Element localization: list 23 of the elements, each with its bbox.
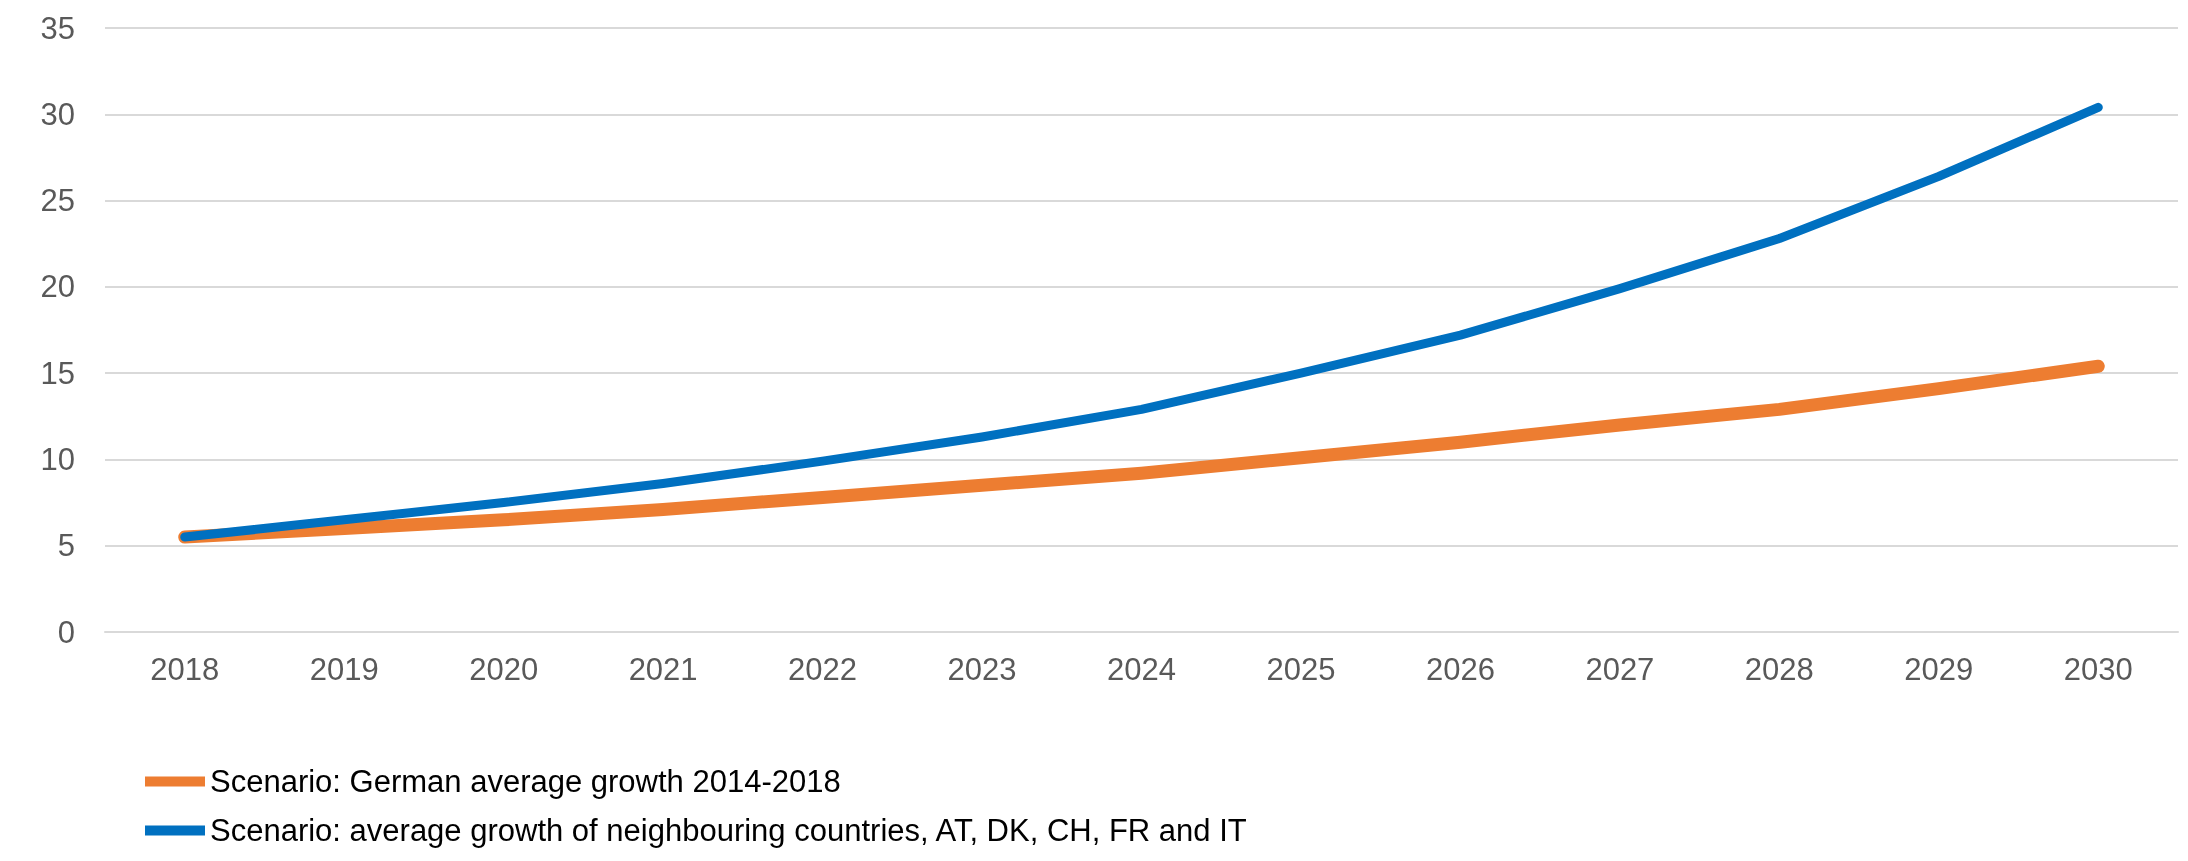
- x-tick-label: 2018: [150, 652, 220, 687]
- x-tick-label: 2019: [309, 652, 379, 687]
- x-tick-label: 2021: [628, 652, 698, 687]
- x-tick-label: 2023: [947, 652, 1017, 687]
- x-tick-label: 2022: [788, 652, 858, 687]
- x-tick-label: 2024: [1107, 652, 1176, 687]
- legend-label: Scenario: German average growth 2014-2018: [210, 764, 841, 799]
- x-tick-label: 2029: [1904, 652, 1974, 687]
- y-tick-label: 15: [40, 355, 75, 391]
- y-tick-label: 30: [40, 96, 75, 132]
- x-tick-label: 2025: [1266, 652, 1336, 687]
- y-tick-label: 10: [40, 441, 75, 477]
- legend-label: Scenario: average growth of neighbouring countries, AT, DK, CH, FR and IT: [210, 813, 1247, 848]
- x-tick-label: 2026: [1425, 652, 1495, 687]
- y-tick-label: 5: [57, 528, 75, 564]
- x-tick-label: 2030: [2063, 652, 2133, 687]
- x-tick-label: 2028: [1744, 652, 1814, 687]
- y-tick-label: 20: [40, 269, 75, 305]
- y-tick-label: 35: [40, 10, 75, 46]
- y-tick-label: 25: [40, 183, 75, 219]
- x-tick-label: 2027: [1585, 652, 1655, 687]
- y-tick-label: 0: [57, 614, 75, 650]
- x-tick-label: 2020: [469, 652, 539, 687]
